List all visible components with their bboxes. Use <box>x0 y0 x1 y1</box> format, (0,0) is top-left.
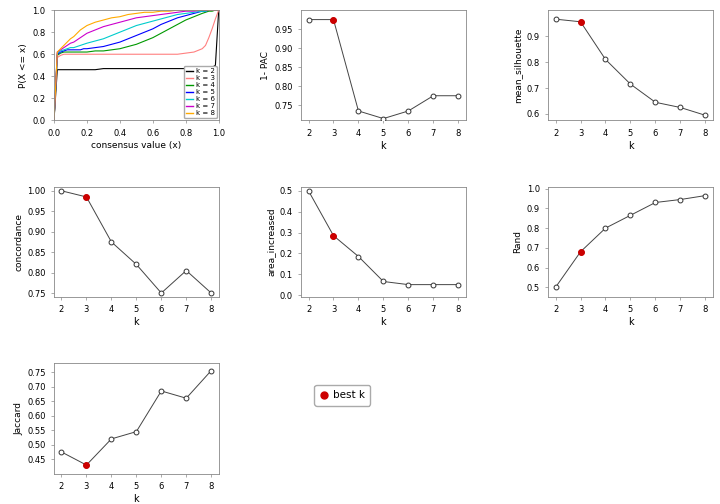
X-axis label: k: k <box>628 317 634 327</box>
X-axis label: consensus value (x): consensus value (x) <box>91 141 181 150</box>
Legend: best k: best k <box>315 385 371 406</box>
Y-axis label: mean_silhouette: mean_silhouette <box>513 28 522 103</box>
X-axis label: k: k <box>133 494 139 504</box>
X-axis label: k: k <box>628 141 634 151</box>
X-axis label: k: k <box>381 141 386 151</box>
Legend: k = 2, k = 3, k = 4, k = 5, k = 6, k = 7, k = 8: k = 2, k = 3, k = 4, k = 5, k = 6, k = 7… <box>184 66 217 118</box>
Y-axis label: Rand: Rand <box>513 230 522 254</box>
X-axis label: k: k <box>133 317 139 327</box>
X-axis label: k: k <box>381 317 386 327</box>
Y-axis label: 1- PAC: 1- PAC <box>261 51 270 80</box>
Y-axis label: area_increased: area_increased <box>266 208 275 276</box>
Y-axis label: P(X <= x): P(X <= x) <box>19 43 28 88</box>
Y-axis label: Jaccard: Jaccard <box>14 402 23 435</box>
Y-axis label: concordance: concordance <box>14 213 23 271</box>
